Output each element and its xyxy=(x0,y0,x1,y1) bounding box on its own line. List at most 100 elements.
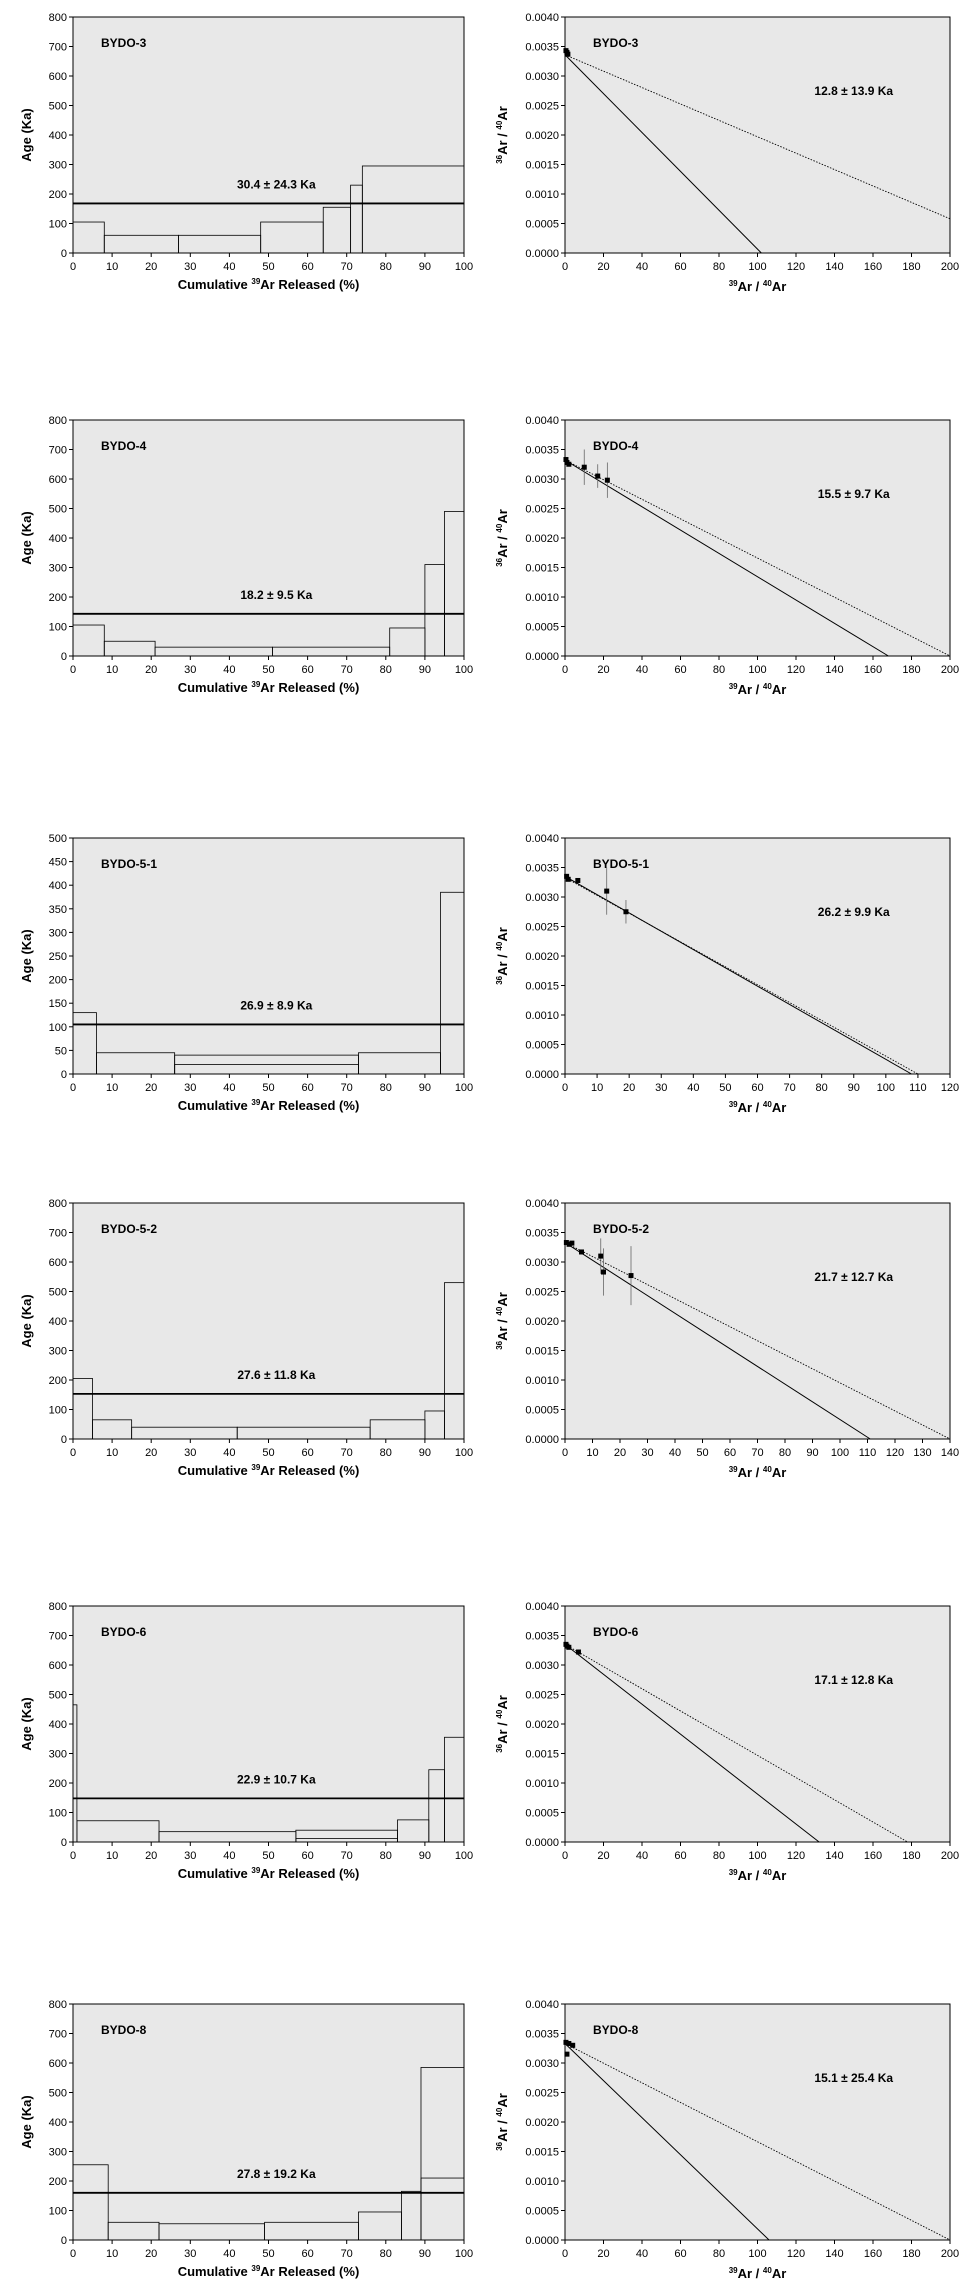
sample-label: BYDO-5-2 xyxy=(593,1222,649,1236)
y-tick-label: 0.0000 xyxy=(525,2235,559,2247)
y-tick-label: 400 xyxy=(49,130,67,142)
x-tick-label: 120 xyxy=(941,1082,959,1094)
y-tick-label: 200 xyxy=(49,2176,67,2188)
step-bar xyxy=(72,1378,93,1440)
x-tick-label: 100 xyxy=(748,2248,766,2260)
y-tick-label: 0.0030 xyxy=(525,474,559,486)
y-axis-label: Age (Ka) xyxy=(19,2095,34,2148)
y-tick-label: 0.0000 xyxy=(525,651,559,663)
x-tick-label: 20 xyxy=(597,261,609,273)
y-tick-label: 200 xyxy=(49,189,67,201)
y-tick-label: 0.0015 xyxy=(525,2147,559,2159)
y-tick-label: 100 xyxy=(49,622,67,634)
x-tick-label: 20 xyxy=(614,1447,626,1459)
step-bar xyxy=(72,1704,78,1843)
x-tick-label: 0 xyxy=(70,1447,76,1459)
y-tick-label: 0.0020 xyxy=(525,951,559,963)
x-tick-label: 70 xyxy=(783,1082,795,1094)
data-point xyxy=(569,1240,575,1246)
data-point xyxy=(566,1241,572,1247)
y-tick-label: 0.0005 xyxy=(525,2206,559,2218)
x-tick-label: 160 xyxy=(864,261,882,273)
y-tick-label: 0 xyxy=(61,248,67,260)
y-tick-label: 0.0000 xyxy=(525,1837,559,1849)
sample-label: BYDO-6 xyxy=(593,1625,639,1639)
y-axis-label: Age (Ka) xyxy=(19,929,34,982)
x-tick-label: 20 xyxy=(597,1850,609,1862)
y-tick-label: 100 xyxy=(49,2206,67,2218)
sample-label: BYDO-5-1 xyxy=(593,857,649,871)
y-tick-label: 0.0010 xyxy=(525,1778,559,1790)
y-tick-label: 100 xyxy=(49,1022,67,1034)
plateau-age-label: 30.4 ± 24.3 Ka xyxy=(237,177,316,191)
data-point xyxy=(604,477,610,483)
x-tick-label: 90 xyxy=(419,1082,431,1094)
x-tick-label: 20 xyxy=(597,2248,609,2260)
data-point xyxy=(598,1253,604,1259)
x-tick-label: 60 xyxy=(674,261,686,273)
step-bar xyxy=(72,1012,97,1075)
age-spectrum-bydo-5-2: 0 100 200 300 400 500 600 700 800 0 10 20 30 40 50 60 70… xyxy=(19,1198,473,1478)
x-tick-label: 0 xyxy=(70,1082,76,1094)
y-tick-label: 0.0025 xyxy=(525,922,559,934)
data-point xyxy=(565,51,571,57)
regression-line xyxy=(564,2043,770,2241)
x-tick-label: 40 xyxy=(223,261,235,273)
x-tick-label: 80 xyxy=(380,1082,392,1094)
y-tick-label: 0.0035 xyxy=(525,445,559,457)
x-tick-label: 0 xyxy=(562,2248,568,2260)
x-tick-label: 80 xyxy=(380,664,392,676)
x-tick-label: 70 xyxy=(341,1082,353,1094)
x-tick-label: 30 xyxy=(641,1447,653,1459)
isochron-bydo-6: 0.0000 0.0005 0.0010 0.0015 0.0020 0.0025 0.00… xyxy=(495,1601,959,1883)
regression-line xyxy=(564,459,889,657)
y-tick-label: 400 xyxy=(49,533,67,545)
sample-label: BYDO-5-2 xyxy=(101,1222,157,1236)
y-tick-label: 0 xyxy=(61,1069,67,1081)
x-tick-label: 20 xyxy=(145,1850,157,1862)
x-tick-label: 110 xyxy=(859,1447,877,1459)
step-bar xyxy=(440,891,465,1075)
y-axis-label: Age (Ka) xyxy=(19,511,34,564)
x-axis-label: 39Ar / 40Ar xyxy=(729,1100,787,1115)
y-tick-label: 600 xyxy=(49,474,67,486)
y-tick-label: 700 xyxy=(49,445,67,457)
y-axis-label: 36Ar / 40Ar xyxy=(495,106,510,164)
y-tick-label: 800 xyxy=(49,1999,67,2011)
y-tick-label: 0.0025 xyxy=(525,1287,559,1299)
y-tick-label: 0.0010 xyxy=(525,189,559,201)
x-tick-label: 140 xyxy=(825,664,843,676)
y-tick-label: 100 xyxy=(49,1808,67,1820)
x-tick-label: 50 xyxy=(719,1082,731,1094)
sample-label: BYDO-8 xyxy=(101,2023,147,2037)
x-tick-label: 80 xyxy=(779,1447,791,1459)
y-tick-label: 0.0025 xyxy=(525,101,559,113)
x-tick-label: 10 xyxy=(106,1447,118,1459)
x-tick-label: 100 xyxy=(748,664,766,676)
x-tick-label: 60 xyxy=(301,1850,313,1862)
sample-label: BYDO-4 xyxy=(593,439,639,453)
data-point xyxy=(566,1644,572,1650)
x-tick-label: 120 xyxy=(787,261,805,273)
x-tick-label: 30 xyxy=(184,664,196,676)
plot-area xyxy=(72,2003,465,2241)
y-tick-label: 0 xyxy=(61,1837,67,1849)
data-point xyxy=(565,876,571,882)
y-tick-label: 0.0035 xyxy=(525,863,559,875)
y-tick-label: 0.0035 xyxy=(525,1631,559,1643)
age-spectrum-bydo-8: 0 100 200 300 400 500 600 700 800 0 10 20 30 40 50 60 70… xyxy=(19,1999,473,2279)
x-tick-label: 50 xyxy=(262,1082,274,1094)
x-tick-label: 40 xyxy=(669,1447,681,1459)
x-tick-label: 0 xyxy=(70,261,76,273)
x-tick-label: 60 xyxy=(301,664,313,676)
y-tick-label: 600 xyxy=(49,1660,67,1672)
x-tick-label: 60 xyxy=(674,664,686,676)
x-tick-label: 30 xyxy=(184,261,196,273)
x-axis-label: Cumulative 39Ar Released (%) xyxy=(178,1866,360,1881)
x-tick-label: 80 xyxy=(380,1850,392,1862)
x-axis-label: Cumulative 39Ar Released (%) xyxy=(178,680,360,695)
y-tick-label: 400 xyxy=(49,880,67,892)
y-axis-label: Age (Ka) xyxy=(19,1294,34,1347)
x-tick-label: 180 xyxy=(902,261,920,273)
